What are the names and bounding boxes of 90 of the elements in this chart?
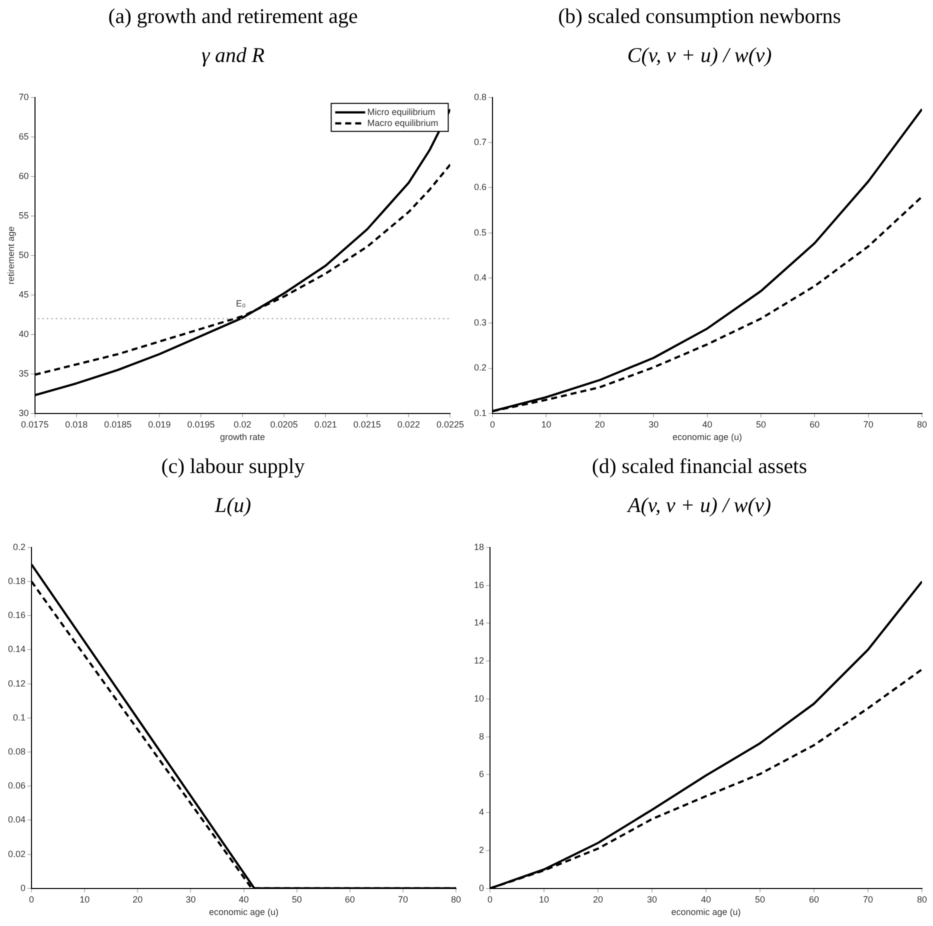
y-tick-label: 0.04 bbox=[8, 814, 26, 825]
y-tick-label: 50 bbox=[18, 250, 29, 260]
chart-subtitle: γ and R bbox=[200, 42, 266, 69]
y-axis-title: retirement age bbox=[6, 226, 16, 284]
x-tick-label: 0.0195 bbox=[187, 419, 215, 430]
legend-label: Macro equilibrium bbox=[367, 118, 438, 128]
y-tick-label: 60 bbox=[18, 170, 29, 181]
x-tick-label: 60 bbox=[808, 894, 820, 904]
y-tick-label: 8 bbox=[478, 731, 484, 742]
x-tick-label: 10 bbox=[80, 894, 90, 904]
y-tick-label: 0.16 bbox=[8, 610, 26, 620]
x-tick-label: 0.021 bbox=[314, 419, 337, 430]
x-tick-label: 70 bbox=[862, 894, 874, 904]
x-tick-label: 30 bbox=[647, 894, 658, 904]
x-tick-label: 0.022 bbox=[397, 419, 420, 430]
y-tick-label: 10 bbox=[474, 693, 484, 704]
y-tick-label: 65 bbox=[18, 131, 29, 142]
x-tick-label: 20 bbox=[593, 894, 604, 904]
y-tick-label: 0.02 bbox=[8, 848, 26, 859]
y-tick-label: 0.12 bbox=[8, 678, 26, 688]
y-tick-label: 0.08 bbox=[8, 746, 26, 756]
x-tick-label: 20 bbox=[132, 894, 143, 904]
x-tick-label: 60 bbox=[344, 894, 355, 904]
x-tick-label: 40 bbox=[238, 894, 249, 904]
y-tick-label: 0 bbox=[20, 882, 26, 893]
y-tick-label: 0.7 bbox=[474, 137, 487, 148]
y-tick-label: 35 bbox=[18, 368, 29, 378]
chart-title: (c) labour supply bbox=[160, 454, 306, 480]
x-tick-label: 80 bbox=[450, 894, 462, 904]
y-tick-label: 0.18 bbox=[8, 576, 26, 586]
y-tick-label: 0.06 bbox=[8, 780, 26, 791]
x-tick-label: 40 bbox=[701, 894, 712, 904]
chart-title: (b) scaled consumption newborns bbox=[557, 4, 842, 30]
y-tick-label: 0.8 bbox=[474, 92, 487, 102]
x-axis-title: economic age (u) bbox=[208, 907, 279, 918]
y-tick-label: 0.6 bbox=[474, 182, 487, 192]
chart-title: (d) scaled financial assets bbox=[590, 454, 808, 480]
x-tick-label: 0.0185 bbox=[104, 419, 132, 430]
x-tick-label: 70 bbox=[398, 894, 408, 904]
legend-label: Micro equilibrium bbox=[367, 106, 436, 117]
x-tick-label: 0.0215 bbox=[353, 419, 381, 430]
y-tick-label: 0.14 bbox=[8, 644, 26, 654]
y-tick-label: 0.2 bbox=[474, 362, 487, 373]
y-tick-label: 0.1 bbox=[474, 408, 487, 418]
chart-subtitle: A(v, v + u) / w(v) bbox=[626, 492, 772, 519]
x-tick-label: 0.018 bbox=[65, 419, 88, 430]
y-tick-label: 14 bbox=[474, 618, 484, 628]
y-tick-label: 30 bbox=[18, 408, 29, 418]
annotation: E₀ bbox=[236, 298, 246, 309]
x-tick-label: 0.0175 bbox=[21, 419, 49, 430]
y-tick-label: 40 bbox=[18, 328, 29, 339]
y-tick-label: 4 bbox=[478, 807, 484, 818]
y-tick-label: 2 bbox=[478, 844, 484, 855]
y-tick-label: 0.1 bbox=[13, 712, 26, 722]
x-tick-label: 0.0225 bbox=[436, 419, 464, 430]
chart-subtitle: C(v, v + u) / w(v) bbox=[626, 42, 773, 69]
x-tick-label: 50 bbox=[292, 894, 302, 904]
x-tick-label: 10 bbox=[539, 894, 550, 904]
x-tick-label: 60 bbox=[810, 419, 820, 430]
x-tick-label: 0 bbox=[490, 419, 496, 430]
x-axis-title: economic age (u) bbox=[672, 432, 742, 442]
y-tick-label: 45 bbox=[18, 289, 29, 300]
x-tick-label: 50 bbox=[754, 894, 766, 904]
x-tick-label: 30 bbox=[648, 419, 659, 430]
chart-title: (a) growth and retirement age bbox=[107, 4, 359, 30]
x-tick-label: 0.02 bbox=[234, 419, 252, 430]
y-tick-label: 0.2 bbox=[13, 542, 26, 552]
y-tick-label: 0.4 bbox=[474, 272, 487, 282]
x-tick-label: 70 bbox=[863, 419, 874, 430]
y-tick-label: 0.3 bbox=[474, 318, 487, 328]
x-tick-label: 40 bbox=[702, 419, 712, 430]
y-tick-label: 0.5 bbox=[474, 227, 487, 238]
y-tick-label: 70 bbox=[18, 92, 29, 102]
y-tick-label: 6 bbox=[478, 769, 484, 780]
chart-subtitle: L(u) bbox=[214, 492, 252, 519]
x-tick-label: 0.019 bbox=[148, 419, 171, 430]
x-tick-label: 80 bbox=[916, 419, 928, 430]
x-tick-label: 50 bbox=[756, 419, 766, 430]
y-tick-label: 0 bbox=[478, 882, 484, 893]
x-tick-label: 0.0205 bbox=[270, 419, 298, 430]
y-tick-label: 18 bbox=[474, 542, 484, 552]
x-axis-title: growth rate bbox=[220, 432, 266, 442]
y-tick-label: 16 bbox=[474, 580, 484, 590]
x-tick-label: 20 bbox=[594, 419, 605, 430]
x-tick-label: 30 bbox=[186, 894, 196, 904]
x-axis-title: economic age (u) bbox=[671, 907, 741, 918]
x-tick-label: 80 bbox=[916, 894, 928, 904]
y-tick-label: 55 bbox=[18, 210, 29, 220]
x-tick-label: 10 bbox=[541, 419, 552, 430]
y-tick-label: 12 bbox=[474, 656, 484, 666]
